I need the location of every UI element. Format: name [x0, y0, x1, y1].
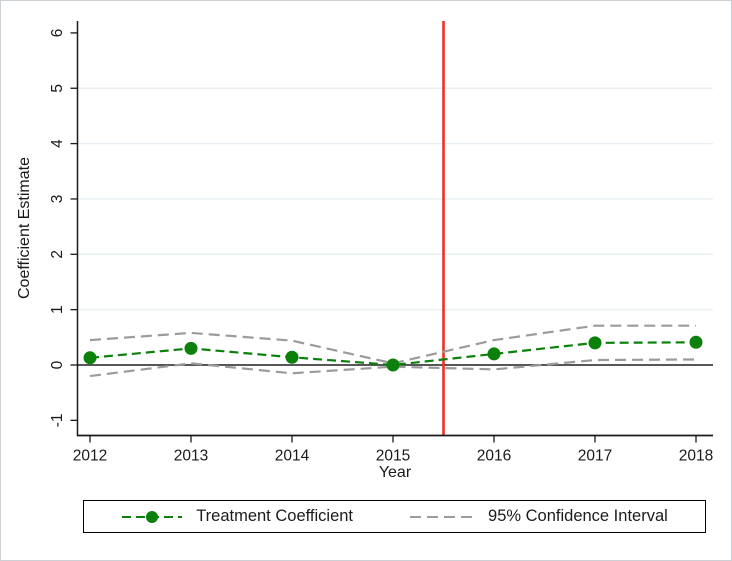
treatment-point	[386, 358, 400, 372]
y-tick-label: 6	[49, 29, 66, 38]
y-tick-label: 5	[49, 84, 66, 93]
treatment-point	[487, 347, 501, 361]
axes: -1 0 1 2 3 4 5 6 2012 2013 2014 2015 2016 2017 2018	[49, 21, 713, 465]
chart-canvas: -1 0 1 2 3 4 5 6 2012 2013 2014 2015 2016 2017 2018 Co…	[16, 21, 713, 481]
x-tick-label: 2017	[578, 448, 612, 465]
y-tick-label: 3	[49, 195, 66, 204]
y-axis-title: Coefficient Estimate	[16, 157, 33, 299]
reference-lines	[77, 21, 713, 436]
y-tick-label: 4	[49, 139, 66, 148]
y-tick-label: 2	[49, 250, 66, 259]
x-tick-label: 2014	[275, 448, 310, 465]
legend-item-treatment: Treatment Coefficient	[121, 507, 353, 526]
treatment-point	[184, 341, 198, 355]
legend-label-treatment: Treatment Coefficient	[196, 507, 354, 525]
legend-item-ci: 95% Confidence Interval	[409, 507, 668, 526]
treatment-line-sample-icon	[122, 510, 183, 523]
series	[83, 324, 703, 378]
legend-label-ci: 95% Confidence Interval	[488, 507, 668, 525]
x-tick-label: 2012	[73, 448, 107, 465]
ci-line-sample-icon	[410, 515, 475, 518]
gridlines	[78, 87, 713, 311]
treatment-point	[588, 336, 602, 350]
x-tick-label: 2018	[679, 448, 713, 465]
y-tick-label: 1	[49, 305, 66, 314]
treatment-point	[689, 335, 703, 349]
x-tick-label: 2016	[477, 448, 511, 465]
x-axis-title: Year	[379, 464, 412, 481]
ci-upper-line	[89, 324, 696, 365]
x-tick-label: 2013	[174, 448, 208, 465]
y-tick-label: -1	[49, 413, 66, 427]
treatment-point	[285, 350, 299, 364]
treatment-point	[83, 351, 97, 365]
y-tick-label: 0	[49, 360, 66, 369]
x-tick-label: 2015	[376, 448, 410, 465]
legend: Treatment Coefficient 95% Confidence Int…	[83, 500, 706, 533]
